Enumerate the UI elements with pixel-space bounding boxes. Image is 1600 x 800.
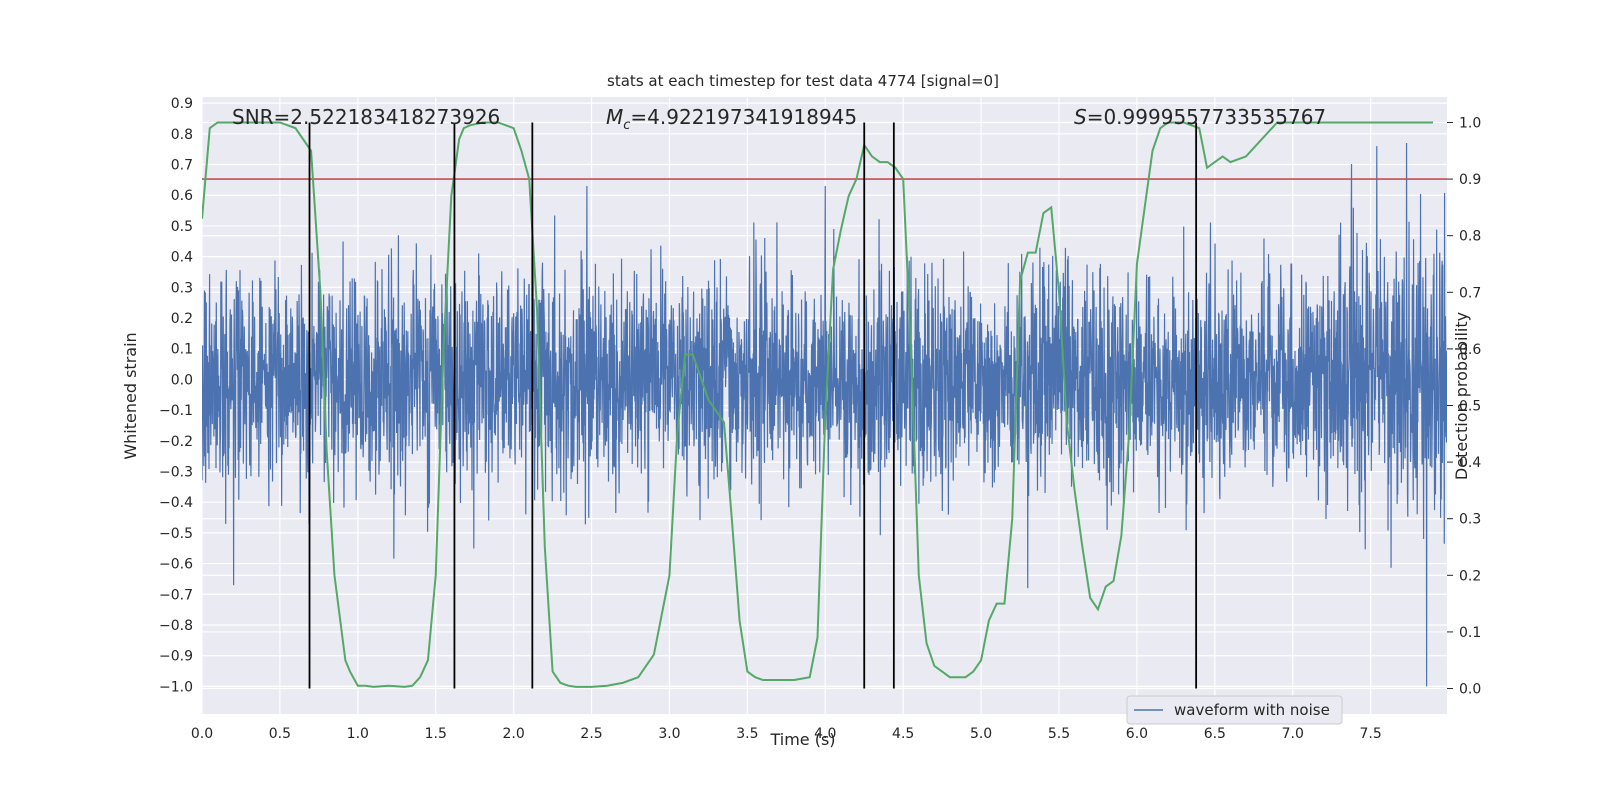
y-tick-label: −0.6 xyxy=(159,557,193,573)
legend-box xyxy=(1126,695,1343,725)
y2-tick-label: 0.9 xyxy=(1459,172,1481,188)
y-tick-label: 0.1 xyxy=(171,342,193,358)
x-tick-label: 3.0 xyxy=(658,726,680,742)
y-tick-label: 0.6 xyxy=(171,188,193,204)
s-value: =0.9999557733535767 xyxy=(1087,105,1326,129)
y2-tick-label: 1.0 xyxy=(1459,115,1481,131)
chart-title: stats at each timestep for test data 477… xyxy=(607,72,999,90)
snr-annotation: SNR=2.522183418273926 xyxy=(232,105,500,129)
legend: waveform with noise xyxy=(1126,695,1343,725)
legend-label-waveform: waveform with noise xyxy=(1174,701,1330,719)
y-tick-label: −0.7 xyxy=(159,587,193,603)
y2-tick-label: 0.8 xyxy=(1459,229,1481,245)
y2-tick-label: 0.6 xyxy=(1459,342,1481,358)
y-tick-label: −0.5 xyxy=(159,526,193,542)
y-tick-label: −0.9 xyxy=(159,649,193,665)
probability-line xyxy=(202,121,1433,688)
x-tick-label: 1.5 xyxy=(425,726,447,742)
x-tick-label: 3.5 xyxy=(736,726,758,742)
y-axis-ticks: 0.9 0.8 0.7 0.6 0.5 0.4 0.3 0.2 0.1 0.0 −0.1 −0.2 −0… xyxy=(159,96,193,695)
x-axis-label: Time (s) xyxy=(769,730,835,749)
y2-tick-label: 0.5 xyxy=(1459,399,1481,415)
mc-value: =4.922197341918945 xyxy=(630,105,857,129)
y-tick-label: 0.0 xyxy=(171,372,193,388)
x-tick-label: 6.5 xyxy=(1204,726,1226,742)
y2-tick-label: 0.1 xyxy=(1459,625,1481,641)
y-tick-label: 0.4 xyxy=(171,250,193,266)
x-tick-label: 2.0 xyxy=(503,726,525,742)
y-tick-label: −0.3 xyxy=(159,464,193,480)
vertical-markers xyxy=(308,122,1198,689)
x-tick-label: 1.0 xyxy=(347,726,369,742)
y2-axis-ticks: 1.0 0.9 0.8 0.7 0.6 0.5 0.4 0.3 0.2 0.1 0.0 xyxy=(1447,115,1481,698)
y-tick-label: 0.5 xyxy=(171,219,193,235)
x-tick-label: 4.5 xyxy=(892,726,914,742)
y2-tick-label: 0.4 xyxy=(1459,455,1481,471)
y-tick-label: −0.1 xyxy=(159,403,193,419)
y2-axis-label: Detection probability xyxy=(1452,312,1471,480)
y-tick-label: 0.8 xyxy=(171,127,193,143)
y-tick-label: 0.2 xyxy=(171,311,193,327)
y2-tick-label: 0.3 xyxy=(1459,512,1481,528)
x-tick-label: 5.5 xyxy=(1048,726,1070,742)
y-axis-label: Whitened strain xyxy=(121,332,140,459)
x-tick-label: 5.0 xyxy=(970,726,992,742)
y-tick-label: −1.0 xyxy=(159,679,193,695)
y2-tick-label: 0.0 xyxy=(1459,682,1481,698)
mc-symbol: M xyxy=(606,105,623,129)
x-tick-label: 4.0 xyxy=(814,726,836,742)
x-axis-ticks: 0.0 0.5 1.0 1.5 2.0 2.5 3.0 3.5 4.0 4.5 5.0 5.5 6.0 6… xyxy=(191,726,1382,742)
x-tick-label: 7.5 xyxy=(1360,726,1382,742)
x-tick-label: 7.0 xyxy=(1282,726,1304,742)
y2-tick-label: 0.2 xyxy=(1459,568,1481,584)
x-tick-label: 6.0 xyxy=(1126,726,1148,742)
mc-annotation: Mc=4.922197341918945 xyxy=(606,105,857,133)
x-tick-label: 0.5 xyxy=(269,726,291,742)
s-annotation: S=0.9999557733535767 xyxy=(1074,105,1326,129)
mc-subscript: c xyxy=(623,118,630,133)
y-tick-label: −0.4 xyxy=(159,495,193,511)
y-tick-label: −0.2 xyxy=(159,434,193,450)
y-tick-label: 0.9 xyxy=(171,96,193,112)
x-tick-label: 2.5 xyxy=(580,726,602,742)
s-symbol: S xyxy=(1074,105,1087,129)
plot-content xyxy=(202,121,1447,689)
y2-tick-label: 0.7 xyxy=(1459,285,1481,301)
y-tick-label: 0.7 xyxy=(171,158,193,174)
x-tick-label: 0.0 xyxy=(191,726,213,742)
y-tick-label: −0.8 xyxy=(159,618,193,634)
probability-series xyxy=(202,121,1433,688)
y-tick-label: 0.3 xyxy=(171,280,193,296)
